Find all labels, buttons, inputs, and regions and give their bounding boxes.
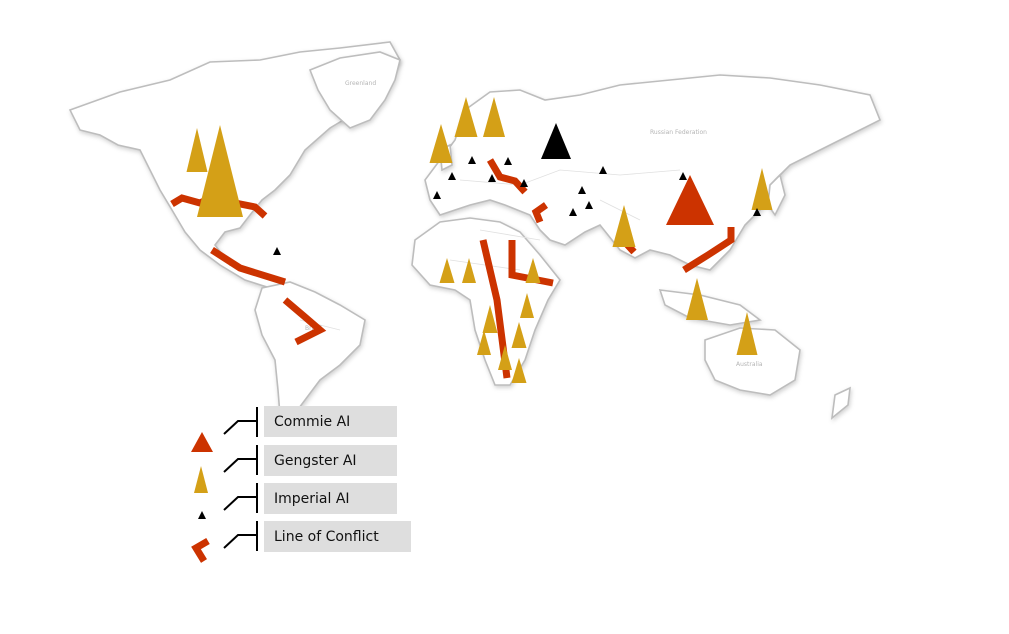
- legend-label: Gengster AI: [274, 452, 357, 469]
- label-greenland: Greenland: [345, 80, 376, 87]
- gengster-ai-marker: [751, 168, 773, 210]
- imperial-ai-marker: [753, 208, 761, 216]
- label-australia: Australia: [736, 361, 763, 368]
- legend-label: Commie AI: [274, 413, 351, 430]
- imperial-ai-marker: [520, 179, 528, 187]
- imperial-ai-marker: [541, 123, 571, 159]
- gengster-ai-marker: [483, 97, 505, 137]
- legend-connectors: [223, 407, 258, 551]
- legend-commie-ai: Commie AI: [264, 406, 397, 437]
- conflict-line: [486, 158, 528, 195]
- legend-imperial-triangle-icon: [198, 511, 206, 519]
- borders: [199, 169, 681, 331]
- gengster-ai-marker: [612, 205, 636, 247]
- continents: [68, 41, 882, 422]
- gengster-ai-marker: [429, 124, 453, 163]
- legend-gengster-ai: Gengster AI: [264, 445, 397, 476]
- imperial-ai-marker: [679, 172, 687, 180]
- imperial-ai-marker: [433, 191, 441, 199]
- gengster-ai-marker: [454, 97, 478, 137]
- gengster-ai-marker: [736, 312, 758, 355]
- ai-markers: [186, 97, 773, 383]
- legend-conflict-line-icon: [191, 537, 210, 563]
- gengster-ai-marker: [511, 358, 527, 383]
- imperial-ai-marker: [273, 247, 281, 255]
- imperial-ai-marker: [468, 156, 476, 164]
- greenland: [308, 51, 401, 129]
- legend-line-of-conflict: Line of Conflict: [264, 521, 411, 552]
- gengster-ai-marker: [482, 305, 498, 333]
- imperial-ai-marker: [488, 174, 496, 182]
- gengster-ai-marker: [686, 278, 708, 320]
- legend-label: Imperial AI: [274, 490, 350, 507]
- conflict-line: [531, 202, 549, 224]
- imperial-ai-marker: [585, 201, 593, 209]
- conflict-line: [210, 247, 287, 286]
- gengster-ai-marker: [477, 330, 491, 355]
- commie-ai-marker: [666, 175, 714, 225]
- imperial-ai-marker: [578, 186, 586, 194]
- legend-label: Line of Conflict: [274, 528, 379, 545]
- imperial-ai-marker: [448, 172, 456, 180]
- label-russia: Russian Federation: [650, 129, 707, 136]
- gengster-ai-marker: [197, 125, 243, 217]
- australia: [704, 327, 801, 396]
- gengster-ai-marker: [525, 258, 541, 283]
- legend-gengster-triangle-icon: [194, 466, 208, 493]
- gengster-ai-marker: [511, 322, 527, 348]
- new-zealand: [830, 386, 851, 420]
- imperial-ai-marker: [569, 208, 577, 216]
- south-america: [254, 281, 366, 422]
- gengster-ai-marker: [498, 345, 512, 370]
- legend-imperial-ai: Imperial AI: [264, 483, 397, 514]
- gengster-ai-marker: [462, 258, 476, 283]
- imperial-ai-marker: [599, 166, 607, 174]
- gengster-ai-marker: [439, 258, 455, 283]
- legend-symbols: [191, 407, 258, 563]
- gengster-ai-marker: [520, 293, 534, 318]
- southeast-asia: [658, 289, 762, 326]
- conflict-line: [282, 297, 327, 346]
- conflict-line: [682, 227, 735, 273]
- imperial-ai-marker: [504, 157, 512, 165]
- legend-commie-triangle-icon: [191, 432, 213, 452]
- gengster-ai-marker: [186, 128, 208, 172]
- north-america: [68, 41, 401, 289]
